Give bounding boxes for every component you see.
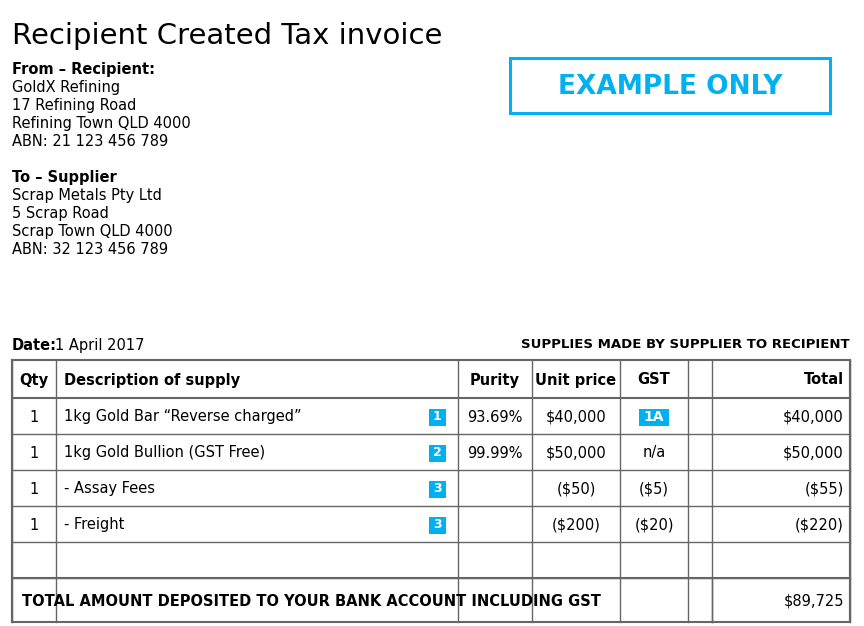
Bar [510, 58, 830, 113]
Text: Qty: Qty [19, 372, 48, 387]
Text: TOTAL AMOUNT DEPOSITED TO YOUR BANK ACCOUNT INCLUDING GST: TOTAL AMOUNT DEPOSITED TO YOUR BANK ACCO… [22, 593, 600, 608]
Text: ($5): ($5) [639, 481, 669, 496]
Text: ($50): ($50) [556, 481, 595, 496]
Text: $50,000: $50,000 [784, 446, 844, 461]
Bar [429, 516, 446, 533]
Text: To – Supplier: To – Supplier [12, 170, 117, 185]
Text: Unit price: Unit price [536, 372, 617, 387]
Text: Description of supply: Description of supply [64, 372, 240, 387]
Text: 2: 2 [433, 446, 442, 459]
Text: 1 April 2017: 1 April 2017 [55, 338, 144, 353]
Bar [429, 409, 446, 426]
Text: 3: 3 [433, 483, 442, 496]
Text: 1A: 1A [644, 410, 664, 424]
Text: 1kg Gold Bullion (GST Free): 1kg Gold Bullion (GST Free) [64, 446, 265, 461]
Text: n/a: n/a [642, 446, 665, 461]
Text: $89,725: $89,725 [784, 593, 844, 608]
Text: 1: 1 [29, 409, 39, 424]
Text: 93.69%: 93.69% [467, 409, 523, 424]
Bar [12, 360, 850, 622]
Text: 1: 1 [433, 411, 442, 424]
Text: - Assay Fees: - Assay Fees [64, 481, 155, 496]
Text: $40,000: $40,000 [784, 409, 844, 424]
Text: 1: 1 [29, 518, 39, 533]
Text: Recipient Created Tax invoice: Recipient Created Tax invoice [12, 22, 442, 50]
Text: $50,000: $50,000 [546, 446, 607, 461]
Text: ($200): ($200) [551, 518, 600, 533]
Text: ($20): ($20) [634, 518, 674, 533]
Text: ($220): ($220) [795, 518, 844, 533]
Text: Scrap Metals Pty Ltd: Scrap Metals Pty Ltd [12, 188, 162, 203]
Text: Date:: Date: [12, 338, 57, 353]
Text: - Freight: - Freight [64, 518, 124, 533]
Text: 1: 1 [29, 446, 39, 461]
Text: 3: 3 [433, 518, 442, 531]
Text: GST: GST [638, 372, 670, 387]
Bar [429, 481, 446, 498]
Text: $40,000: $40,000 [546, 409, 607, 424]
Text: From – Recipient:: From – Recipient: [12, 62, 155, 77]
Bar [429, 444, 446, 461]
Text: 5 Scrap Road: 5 Scrap Road [12, 206, 109, 221]
Text: 17 Refining Road: 17 Refining Road [12, 98, 137, 113]
Text: SUPPLIES MADE BY SUPPLIER TO RECIPIENT: SUPPLIES MADE BY SUPPLIER TO RECIPIENT [521, 338, 850, 351]
Text: EXAMPLE ONLY: EXAMPLE ONLY [558, 73, 782, 100]
Text: 1kg Gold Bar “Reverse charged”: 1kg Gold Bar “Reverse charged” [64, 409, 302, 424]
Text: ($55): ($55) [804, 481, 844, 496]
Text: ABN: 21 123 456 789: ABN: 21 123 456 789 [12, 134, 168, 149]
Text: Refining Town QLD 4000: Refining Town QLD 4000 [12, 116, 191, 131]
Text: 99.99%: 99.99% [467, 446, 523, 461]
Text: Scrap Town QLD 4000: Scrap Town QLD 4000 [12, 224, 173, 239]
Text: Purity: Purity [470, 372, 520, 387]
Bar [639, 409, 669, 426]
Text: ABN: 32 123 456 789: ABN: 32 123 456 789 [12, 242, 168, 257]
Text: 1: 1 [29, 481, 39, 496]
Text: Total: Total [804, 372, 844, 387]
Text: GoldX Refining: GoldX Refining [12, 80, 120, 95]
